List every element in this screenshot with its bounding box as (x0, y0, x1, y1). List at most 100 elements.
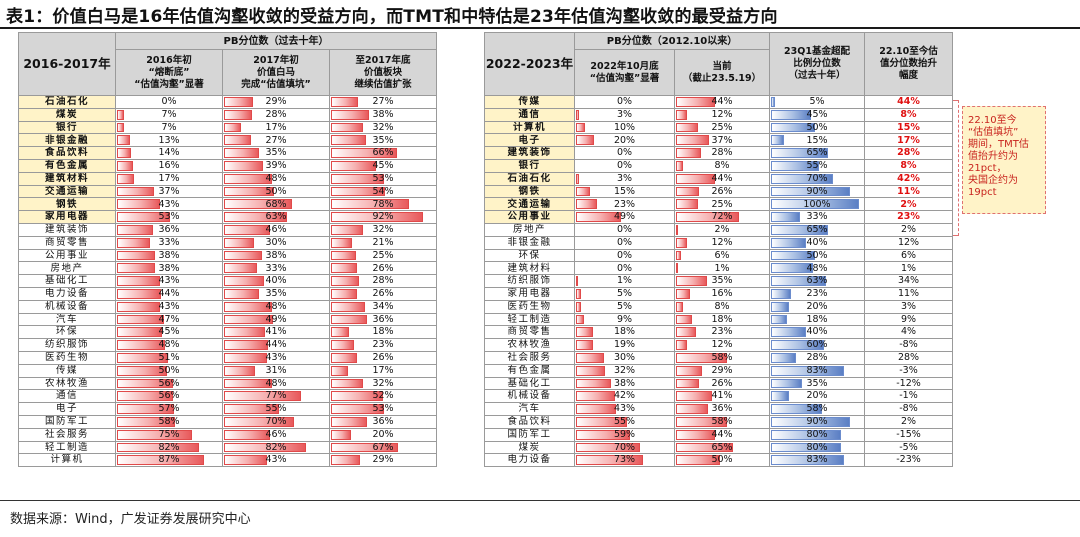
right-pb-current-bar (676, 263, 678, 274)
right-fund-overweight-value: 15% (806, 134, 828, 146)
left-pb-2-value: 63% (265, 211, 287, 223)
left-pb-1-bar (117, 109, 124, 120)
left-pb-1-bar (117, 148, 131, 158)
left-pb-1-bar (117, 429, 192, 440)
left-pb-2-bar (224, 416, 294, 427)
table-row: 医药生物 5% 8% 20% 3% (484, 299, 953, 314)
table-row: 房地产 38% 33% 26% (18, 261, 438, 276)
left-pb-3-bar (331, 199, 409, 210)
industry-name: 商贸零售 (18, 235, 116, 250)
right-fund-overweight-value: 45% (806, 108, 828, 120)
right-pb-current-value: 8% (714, 300, 730, 312)
left-pb-2-cell: 28% (222, 107, 330, 122)
right-pb-current-cell: 44% (674, 95, 770, 109)
right-pb-current-bar (676, 314, 692, 325)
left-pb-2-cell: 38% (222, 248, 330, 263)
left-pb-1-bar (117, 314, 164, 325)
left-pb-2-value: 35% (265, 288, 287, 300)
left-pb-3-value: 27% (372, 96, 394, 108)
industry-name: 银行 (18, 120, 116, 135)
left-pb-3-value: 23% (372, 339, 394, 351)
right-pb-oct22-bar (576, 301, 581, 312)
industry-name: 轻工制造 (18, 440, 116, 455)
uplift-value: 17% (864, 133, 953, 148)
right-pb-current-cell: 35% (674, 274, 770, 288)
right-fund-overweight-value: 28% (806, 352, 828, 364)
right-fund-overweight-value: 80% (806, 441, 828, 453)
right-pb-current-cell: 36% (674, 402, 770, 416)
right-pb-current-cell: 23% (674, 325, 770, 340)
right-pb-current-cell: 25% (674, 120, 770, 135)
right-pb-current-value: 35% (711, 275, 733, 287)
industry-name: 食品饮料 (18, 146, 116, 160)
left-pb-1-cell: 50% (115, 363, 223, 378)
right-fund-overweight-cell: 5% (769, 95, 865, 109)
left-pb-1-cell: 51% (115, 350, 223, 365)
right-pb-oct22-cell: 59% (574, 427, 675, 442)
left-pb-2-bar (224, 186, 274, 197)
left-pb-1-bar (117, 352, 168, 363)
right-pb-oct22-bar (576, 378, 611, 389)
right-pb-current-cell: 72% (674, 210, 770, 224)
table-row: 钢铁 15% 26% 90% 11% (484, 184, 953, 199)
left-pb-3-bar (331, 314, 367, 325)
right-pb-current-value: 26% (711, 377, 733, 389)
left-pb-3-bar (331, 173, 384, 184)
table-row: 汽车 43% 36% 58% -8% (484, 402, 953, 416)
right-pb-oct22-cell: 70% (574, 440, 675, 455)
footer-divider (0, 500, 1080, 501)
right-pb-oct22-cell: 3% (574, 171, 675, 186)
right-pb-oct22-bar (576, 186, 590, 197)
left-pb-2-value: 31% (265, 364, 287, 376)
callout-bracket (953, 100, 959, 236)
uplift-value: 11% (864, 184, 953, 199)
right-pb-oct22-bar (576, 442, 640, 453)
left-pb-2-value: 43% (265, 352, 287, 364)
right-fund-overweight-value: 40% (806, 236, 828, 248)
right-fund-overweight-value: 50% (806, 249, 828, 261)
left-period-header: 2016-2017年 (18, 32, 116, 96)
uplift-value: 11% (864, 286, 953, 301)
left-pb-3-value: 35% (372, 134, 394, 146)
left-pb-3-value: 52% (372, 390, 394, 402)
left-pb-1-value: 38% (158, 262, 180, 274)
left-pb-1-bar (117, 340, 165, 350)
left-pb-3-cell: 45% (328, 158, 438, 173)
table-row: 房地产 0% 2% 65% 2% (484, 222, 953, 237)
left-pb-3-bar (331, 327, 349, 338)
left-pb-2-value: 82% (265, 441, 287, 453)
left-pb-2-value: 70% (265, 416, 287, 428)
right-pb-current-bar (676, 352, 727, 363)
left-pb-1-cell: 36% (115, 222, 223, 237)
right-pb-current-bar (676, 276, 707, 286)
uplift-value: 3% (864, 299, 953, 314)
right-pb-current-cell: 25% (674, 197, 770, 212)
left-pb-2-value: 35% (265, 147, 287, 159)
right-fund-overweight-bar (771, 97, 775, 107)
right-pb-current-bar (676, 224, 678, 235)
left-pb-3-cell: 66% (328, 146, 438, 160)
uplift-value: -8% (864, 402, 953, 416)
table-row: 环保 0% 6% 50% 6% (484, 248, 953, 263)
left-pb-2-cell: 77% (222, 389, 330, 404)
left-pb-2-cell: 46% (222, 222, 330, 237)
right-pb-current-cell: 12% (674, 235, 770, 250)
right-pb-current-bar (676, 186, 699, 197)
right-fund-overweight-bar (771, 288, 791, 299)
right-pb-oct22-value: 0% (616, 262, 633, 274)
left-pb-2-bar (224, 455, 267, 466)
right-pb-current-value: 29% (711, 364, 733, 376)
left-pb-2-value: 68% (265, 198, 287, 210)
table-row: 家用电器 5% 16% 23% 11% (484, 286, 953, 301)
left-table-body: 石油石化 0% 29% 27% 煤炭 7% 28% 38% 银行 7% 17% 32% 非银金融 13% 2… (18, 95, 438, 468)
left-pb-2-cell: 46% (222, 427, 330, 442)
left-pb-3-bar (331, 429, 351, 440)
right-pb-current-cell: 6% (674, 248, 770, 263)
left-pb-1-cell: 7% (115, 120, 223, 135)
right-pb-oct22-cell: 49% (574, 210, 675, 224)
left-pb-1-bar (117, 237, 150, 248)
right-fund-overweight-bar (771, 212, 800, 222)
left-pb-1-value: 75% (158, 428, 180, 440)
left-pb-2-value: 50% (265, 185, 287, 197)
right-fund-overweight-cell: 90% (769, 184, 865, 199)
